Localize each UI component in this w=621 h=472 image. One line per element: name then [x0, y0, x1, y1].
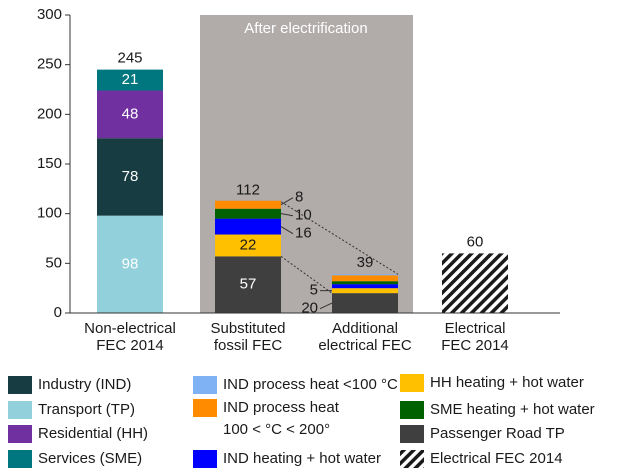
total-label: 39 [357, 254, 374, 271]
legend-label: HH heating + hot water [430, 374, 584, 391]
y-tick-label: 300 [37, 6, 62, 23]
total-label: 60 [467, 233, 484, 250]
legend-swatch [8, 450, 32, 468]
data-label: 57 [240, 276, 257, 293]
bar-segment [215, 218, 281, 235]
bar-segment [215, 256, 281, 313]
data-label: 21 [122, 71, 139, 88]
legend-swatch [193, 450, 217, 468]
y-tick-label: 0 [54, 304, 62, 321]
total-label: 112 [236, 182, 260, 199]
bar-segment [332, 284, 398, 289]
y-tick-label: 100 [37, 205, 62, 222]
bar-segment [97, 138, 163, 216]
x-tick-label: Non-electrical [84, 320, 176, 337]
bar-segment [332, 275, 398, 282]
x-tick-label: Electrical [445, 320, 506, 337]
legend-swatch [400, 401, 424, 419]
legend-swatch [400, 425, 424, 443]
bar-segment [215, 234, 281, 257]
legend-label: Residential (HH) [38, 425, 148, 442]
legend-swatch [8, 376, 32, 394]
data-label: 22 [240, 236, 257, 253]
bar-segment [442, 253, 508, 313]
legend-label: IND heating + hot water [223, 450, 381, 467]
legend-swatch [8, 425, 32, 443]
data-label: 78 [122, 168, 139, 185]
bar-segment [332, 288, 398, 294]
x-tick-label: Substituted [210, 320, 285, 337]
legend-label: Electrical FEC 2014 [430, 450, 563, 467]
connector [280, 201, 399, 275]
legend-swatch [193, 376, 217, 394]
data-label: 20 [301, 300, 318, 317]
annotation: After electrification [244, 20, 367, 37]
legend-label: Transport (TP) [38, 401, 135, 418]
bar-segment [97, 215, 163, 313]
leader-line [280, 197, 294, 206]
x-tick-label: fossil FEC [214, 337, 283, 354]
legend-label: IND process heat <100 °C [223, 376, 398, 393]
data-label: 8 [295, 189, 303, 206]
bar-segment [332, 281, 398, 285]
connector [280, 255, 333, 294]
legend-label: SME heating + hot water [430, 401, 595, 418]
legend-label: Services (SME) [38, 450, 142, 467]
y-tick-label: 50 [45, 254, 62, 271]
legend-label: Passenger Road TP [430, 425, 565, 442]
bar-segment [97, 90, 163, 139]
leader-line [280, 213, 294, 217]
y-tick-label: 150 [37, 155, 62, 172]
data-label: 5 [310, 282, 318, 299]
leader-line [319, 302, 333, 310]
legend-swatch [193, 399, 217, 417]
bar-segment [97, 69, 163, 91]
legend-label: 100 < °C < 200° [223, 421, 330, 438]
x-tick-label: FEC 2014 [96, 337, 164, 354]
data-label: 48 [122, 105, 139, 122]
x-tick-label: Additional [332, 320, 398, 337]
total-label: 245 [117, 50, 142, 67]
legend-swatch [400, 374, 424, 392]
leader-line [280, 226, 294, 235]
data-label: 16 [295, 225, 312, 242]
y-tick-label: 250 [37, 56, 62, 73]
data-label: 10 [295, 207, 312, 224]
bar-segment [215, 200, 281, 209]
legend-label: Industry (IND) [38, 376, 131, 393]
bar-segment [332, 274, 398, 276]
y-tick-label: 200 [37, 105, 62, 122]
bar-segment [332, 293, 398, 313]
bar-segment [215, 208, 281, 219]
data-label: 98 [122, 255, 139, 272]
x-tick-label: electrical FEC [318, 337, 412, 354]
x-tick-label: FEC 2014 [441, 337, 509, 354]
legend-swatch [400, 450, 424, 468]
legend-label: IND process heat [223, 399, 340, 416]
legend-swatch [8, 401, 32, 419]
